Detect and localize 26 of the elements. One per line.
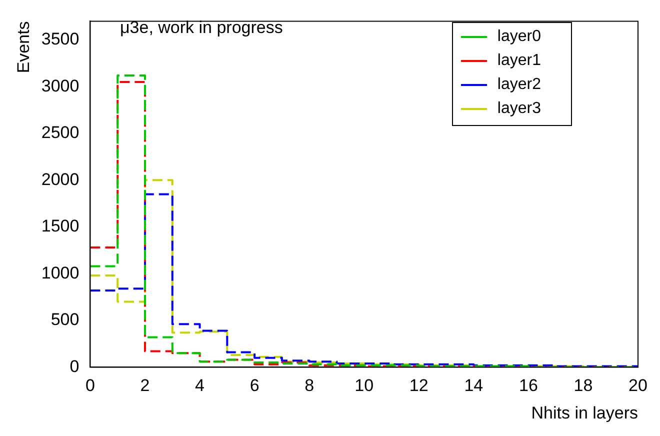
x-tick-label: 6 (250, 376, 260, 396)
y-tick-label: 2500 (41, 123, 80, 142)
y-tick-label: 1000 (41, 263, 80, 282)
chart-title: μ3e, work in progress (120, 18, 283, 38)
x-tick-label: 14 (464, 376, 484, 396)
legend-label: layer2 (497, 75, 541, 95)
x-tick-label: 4 (195, 376, 205, 396)
x-axis-title: Nhits in layers (531, 403, 638, 422)
legend-label: layer1 (497, 51, 541, 71)
x-tick-label: 0 (85, 376, 95, 396)
x-tick-label: 16 (518, 376, 538, 396)
y-tick-label: 0 (70, 356, 80, 376)
x-tick-label: 8 (304, 376, 314, 396)
x-tick-label: 10 (354, 376, 374, 396)
x-tick-label: 2 (140, 376, 150, 396)
y-tick-label: 3000 (41, 76, 80, 96)
y-axis-title: Events (14, 21, 33, 74)
x-tick-label: 20 (628, 376, 648, 396)
x-tick-label: 12 (409, 376, 428, 396)
y-tick-label: 1500 (41, 216, 80, 236)
x-tick-label: 18 (574, 376, 593, 396)
y-tick-label: 2000 (41, 170, 80, 189)
y-tick-label: 3500 (41, 30, 80, 49)
legend-label: layer0 (497, 27, 541, 47)
legend-label: layer3 (497, 99, 541, 119)
y-tick-label: 500 (50, 310, 80, 330)
